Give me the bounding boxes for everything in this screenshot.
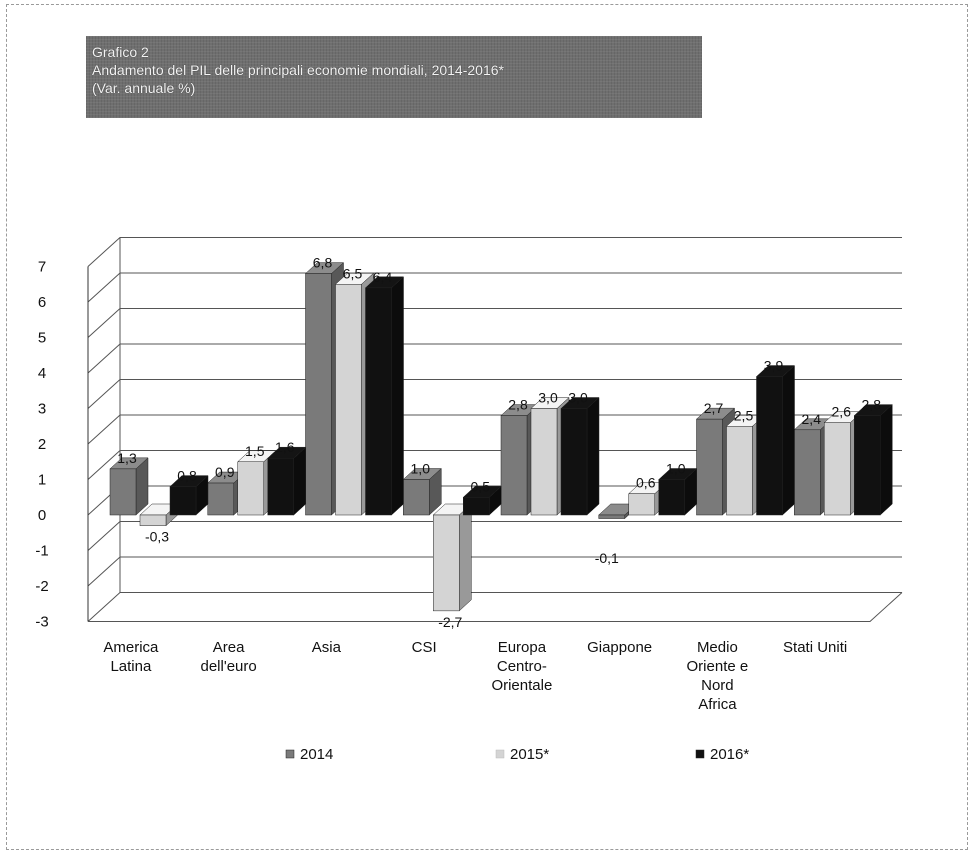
x-tick-label: Area dell'euro	[201, 639, 257, 675]
legend-swatch-1	[495, 749, 505, 759]
data-label: 2,7	[704, 400, 724, 416]
x-axis-labels: America Latina Area dell'euro Asia CSI Europa C…	[103, 639, 847, 713]
data-label: 3,9	[764, 358, 784, 374]
bar-side	[293, 446, 306, 516]
legend: 2014 2015* 2016*	[285, 746, 749, 763]
data-label: 2,6	[832, 404, 852, 420]
data-label: 0,8	[177, 468, 197, 484]
x-tick-label: Medio Oriente e Nord Africa	[687, 639, 749, 713]
bar-side	[880, 404, 893, 516]
y-tick-label: 3	[38, 401, 46, 418]
chart-title-line-2: Andamento del PIL delle principali econo…	[92, 62, 504, 78]
data-label: 6,5	[343, 265, 363, 281]
y-tick-label: 4	[38, 365, 46, 382]
gridline	[87, 272, 902, 303]
bar-2015-5	[628, 493, 655, 516]
bar-2015-2	[335, 284, 362, 516]
bar-side	[459, 503, 472, 612]
legend-swatch-2	[695, 749, 705, 759]
gridline	[87, 556, 902, 587]
chart-title-line-1: Grafico 2	[92, 44, 149, 60]
chart-title-box: Grafico 2 Andamento del PIL delle princi…	[86, 36, 702, 118]
data-label: 0,6	[636, 475, 656, 491]
gridline	[87, 308, 902, 338]
data-labels: 1,3 0,9 6,8 1,0 2,8 2,7 2,4 -0,3 1,5 6,5 -2,7 3,0 0,…	[117, 255, 881, 630]
bar-2016-5	[658, 479, 685, 516]
data-label: 6,8	[313, 255, 333, 271]
data-label-giappone-2014: -0,1	[595, 550, 619, 566]
y-tick-label: 1	[38, 472, 46, 489]
bar-2014-5	[598, 514, 625, 519]
data-label: 1,0	[411, 461, 431, 477]
bars	[109, 262, 893, 612]
data-label: 1,0	[666, 461, 686, 477]
bar-2014-4	[500, 415, 528, 516]
data-label: -0,3	[145, 529, 169, 545]
y-tick-label: -1	[35, 543, 48, 560]
bar-2016-6	[756, 376, 783, 516]
gridline	[87, 237, 902, 267]
data-label: 1,5	[245, 443, 265, 459]
gridline	[87, 521, 902, 551]
legend-label-2: 2016*	[710, 746, 749, 763]
bar-2014-0	[109, 468, 137, 516]
bar-2015-4	[530, 408, 558, 516]
x-tick-label: Europa Centro-Orientale	[491, 639, 552, 694]
bar-side	[586, 396, 600, 516]
x-tick-label: Giappone	[587, 639, 652, 656]
chart-frame	[6, 4, 968, 850]
y-tick-label: 6	[38, 294, 46, 311]
x-tick-label: Stati Uniti	[783, 639, 847, 656]
bar-2016-1	[267, 457, 294, 516]
data-label: 1,6	[275, 439, 295, 455]
y-tick-label: -2	[35, 578, 48, 595]
data-label: 1,3	[117, 450, 137, 466]
y-tick-label: 2	[38, 436, 46, 453]
data-label: 0,5	[471, 478, 491, 494]
bar-2015-6	[726, 426, 753, 516]
gridline	[87, 592, 902, 622]
legend-swatch-0	[285, 749, 295, 759]
y-tick-label: 0	[38, 507, 46, 524]
x-tick-label: CSI	[412, 639, 437, 656]
chart-title-line-3: (Var. annuale %)	[92, 80, 196, 96]
data-label: 2,4	[802, 411, 822, 427]
data-label: -2,7	[438, 614, 462, 630]
bar-2016-7	[854, 415, 881, 516]
bar-2014-6	[696, 418, 723, 516]
bar-2015-1	[237, 461, 264, 516]
bar-2014-2	[305, 273, 332, 516]
data-label: 3,0	[538, 390, 558, 406]
y-tick-label: 7	[38, 259, 46, 276]
data-label: 3,0	[568, 390, 588, 406]
y-tick-label: 5	[38, 330, 46, 347]
bar-2015-3	[433, 514, 460, 612]
bar-2016-3	[463, 497, 490, 516]
bar-2014-3	[403, 479, 430, 516]
x-tick-label: America Latina	[103, 639, 159, 675]
data-label: 2,8	[862, 397, 882, 413]
floor-edge	[88, 592, 903, 622]
bar-2014-7	[794, 429, 821, 516]
data-label: 2,5	[734, 407, 754, 423]
bar-side	[782, 364, 795, 516]
data-label: 2,8	[508, 397, 528, 413]
x-tick-label: Asia	[312, 639, 342, 656]
bar-2014-1	[207, 482, 234, 516]
legend-label-1: 2015*	[510, 746, 549, 763]
y-tick-label: -3	[35, 614, 48, 631]
legend-label-0: 2014	[300, 746, 333, 763]
data-label: 6,4	[373, 269, 393, 285]
data-label: 0,9	[215, 464, 235, 480]
bar-side	[391, 276, 404, 516]
bar-2016-0	[169, 486, 197, 516]
bar-2015-7	[824, 422, 851, 516]
bar-2016-4	[560, 408, 588, 516]
bar-2016-2	[365, 287, 392, 516]
bar-2015-0	[139, 514, 167, 526]
